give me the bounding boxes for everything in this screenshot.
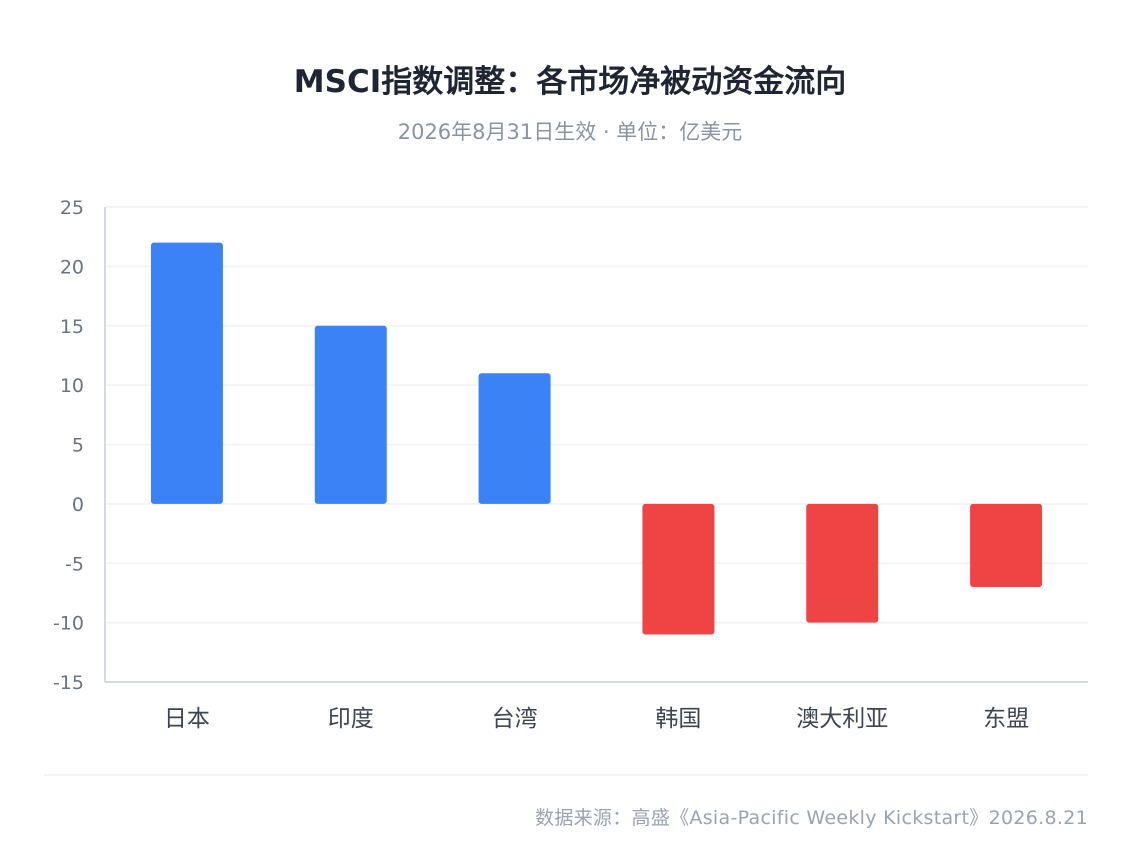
bars	[150, 242, 1043, 635]
x-category-label: 台湾	[492, 706, 538, 732]
x-category-label: 澳大利亚	[796, 706, 888, 732]
y-tick-label: -10	[53, 613, 84, 635]
y-tick-label: 0	[72, 494, 84, 516]
bar	[806, 503, 879, 623]
x-category-label: 日本	[164, 706, 210, 732]
bar	[478, 373, 551, 504]
axes	[104, 207, 1088, 683]
y-tick-label: 15	[60, 316, 84, 338]
bar	[642, 503, 715, 635]
gridlines	[105, 206, 1088, 624]
y-tick-label: 25	[60, 197, 84, 219]
source-divider	[44, 774, 1088, 776]
x-category-label: 韩国	[655, 706, 701, 732]
source-note: 数据来源：高盛《Asia-Pacific Weekly Kickstart》20…	[535, 807, 1088, 829]
bar	[970, 503, 1043, 587]
x-category-label: 东盟	[983, 706, 1029, 732]
y-tick-label: -15	[53, 672, 84, 694]
y-tick-label: -5	[65, 553, 84, 575]
y-tick-label: 10	[60, 375, 84, 397]
chart-subtitle: 2026年8月31日生效 · 单位：亿美元	[397, 120, 743, 144]
x-category-label: 印度	[328, 706, 374, 732]
y-tick-label: 20	[60, 256, 84, 278]
bar-chart: 25 20 15 10 5 0 -5 -10 -15 日本 印度 台湾 韩国 澳大利亚 东盟	[53, 197, 1088, 732]
bar	[314, 325, 387, 504]
axis-labels: 25 20 15 10 5 0 -5 -10 -15 日本 印度 台湾 韩国 澳大利亚 东盟	[53, 197, 1029, 732]
bar	[150, 242, 223, 504]
y-tick-label: 5	[72, 435, 84, 457]
chart-title: MSCI指数调整：各市场净被动资金流向	[293, 64, 847, 100]
